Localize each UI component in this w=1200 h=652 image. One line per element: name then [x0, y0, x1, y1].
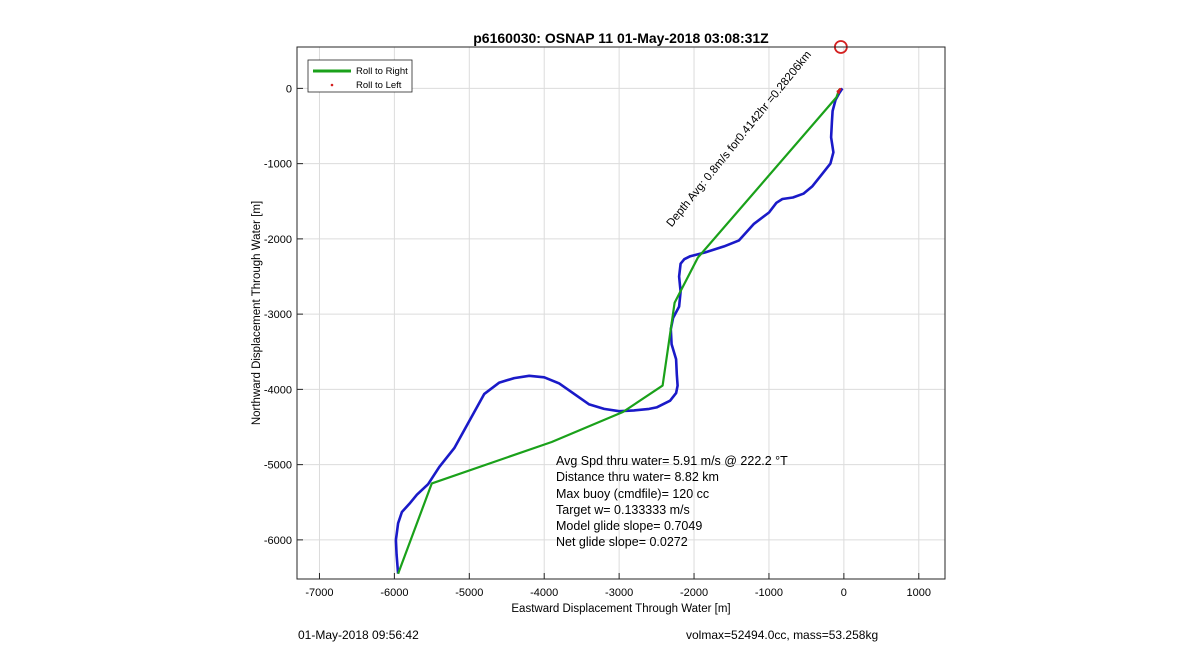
stat-max-buoy: Max buoy (cmdfile)= 120 cc	[556, 486, 710, 501]
x-tick-label: -1000	[755, 587, 783, 599]
legend-box	[307, 59, 413, 93]
series-layer	[394, 40, 848, 575]
footer-volmax-mass: volmax=52494.0cc, mass=53.258kg	[686, 628, 879, 642]
y-tick-label: -3000	[264, 309, 292, 321]
stat-target-w: Target w= 0.133333 m/s	[556, 502, 690, 517]
roll-to-left-point	[837, 91, 840, 94]
y-tick-label: -6000	[264, 535, 292, 547]
plot-background	[297, 47, 945, 579]
legend-roll-right-label: Roll to Right	[356, 66, 408, 77]
stat-avg-speed: Avg Spd thru water= 5.91 m/s @ 222.2 °T	[556, 454, 788, 468]
x-axis-label: Eastward Displacement Through Water [m]	[511, 603, 730, 615]
x-tick-label: -4000	[530, 587, 558, 599]
x-tick-label: 0	[841, 587, 847, 599]
stat-net-glide: Net glide slope= 0.0272	[556, 535, 688, 550]
x-tick-label: 1000	[907, 587, 931, 599]
grid	[297, 47, 945, 579]
tick-labels: -7000 -6000 -5000 -4000 -3000 -2000 -1000 0 1000…	[264, 83, 931, 599]
chart-title: p6160030: OSNAP 11 01-May-2018 03:08:31Z	[473, 30, 769, 46]
y-tick-label: -2000	[264, 234, 292, 246]
x-tick-label: -2000	[680, 587, 708, 599]
x-tick-label: -7000	[305, 587, 333, 599]
x-tick-label: -3000	[605, 587, 633, 599]
stat-distance: Distance thru water= 8.82 km	[556, 470, 719, 485]
stat-model-glide: Model glide slope= 0.7049	[556, 519, 703, 534]
plot-frame	[296, 46, 946, 580]
footer-timestamp: 01-May-2018 09:56:42	[298, 628, 419, 642]
statistics-panel: Avg Spd thru water= 5.91 m/s @ 222.2 °T …	[556, 453, 788, 551]
legend: Roll to Right Roll to Left	[307, 59, 413, 93]
x-tick-label: -6000	[380, 587, 408, 599]
x-tick-label: -5000	[455, 587, 483, 599]
y-tick-label: -1000	[264, 159, 292, 171]
y-tick-label: -4000	[264, 384, 292, 396]
legend-roll-left-label: Roll to Left	[356, 80, 402, 91]
glider-track-line	[394, 87, 844, 574]
roll-to-right-line	[397, 88, 841, 575]
y-tick-label: -5000	[264, 460, 292, 472]
y-axis-label: Northward Displacement Through Water [m]	[251, 201, 263, 425]
y-tick-label: 0	[286, 83, 292, 95]
legend-roll-left-swatch	[330, 83, 334, 87]
